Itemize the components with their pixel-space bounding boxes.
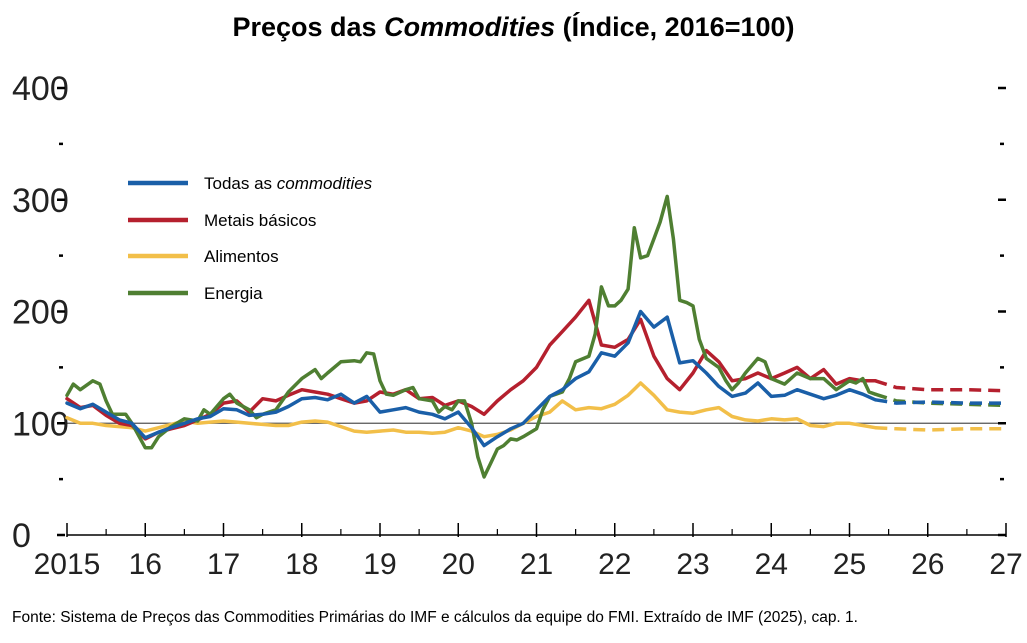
series-projection-0 bbox=[875, 398, 1006, 405]
title-suffix: (Índice, 2016=100) bbox=[555, 12, 795, 42]
series-line-3 bbox=[65, 194, 878, 479]
legend: Todas as commodities Metais básicos Alimen… bbox=[128, 174, 373, 303]
chart-title: Preços das Commodities (Índice, 2016=100… bbox=[0, 12, 1027, 43]
x-tick-label: 24 bbox=[755, 548, 788, 581]
series-line-0 bbox=[65, 309, 878, 448]
x-tick-label: 18 bbox=[285, 548, 318, 581]
legend-label-text: Energia bbox=[204, 284, 263, 303]
legend-label-1: Metais básicos bbox=[204, 211, 316, 230]
x-tick-label: 27 bbox=[989, 548, 1022, 581]
x-tick-label: 23 bbox=[676, 548, 709, 581]
x-tick-label: 21 bbox=[520, 548, 553, 581]
legend-label-text: Todas as bbox=[204, 174, 277, 193]
x-tick-label: 2015 bbox=[34, 548, 101, 581]
title-prefix: Preços das bbox=[232, 12, 385, 42]
legend-label-3: Energia bbox=[204, 284, 263, 303]
series-projection-1 bbox=[874, 379, 1007, 393]
x-tick-label: 26 bbox=[911, 548, 944, 581]
x-tick-label: 20 bbox=[442, 548, 475, 581]
legend-label-0: Todas as commodities bbox=[204, 174, 373, 193]
x-tick-label: 22 bbox=[598, 548, 631, 581]
legend-label-2: Alimentos bbox=[204, 247, 279, 266]
series-projection-2 bbox=[875, 425, 1006, 432]
x-tick-label: 17 bbox=[207, 548, 240, 581]
title-italic: Commodities bbox=[384, 12, 556, 42]
source-note: Fonte: Sistema de Preços das Commodities… bbox=[12, 609, 858, 626]
legend-label-text: Metais básicos bbox=[204, 211, 316, 230]
legend-label-text: Alimentos bbox=[204, 247, 279, 266]
series-layer bbox=[65, 194, 1007, 479]
x-tick-label: 25 bbox=[833, 548, 866, 581]
y-tick-label: 0 bbox=[12, 517, 31, 555]
x-tick-label: 16 bbox=[129, 548, 162, 581]
x-tick-label: 19 bbox=[363, 548, 396, 581]
legend-label-italic: commodities bbox=[277, 174, 373, 193]
